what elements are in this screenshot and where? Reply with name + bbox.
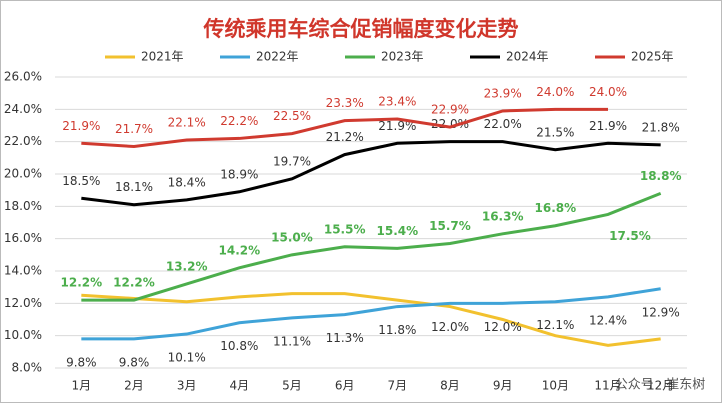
y-tick-label: 16.0% [4,231,42,245]
x-tick-label: 11月 [594,379,621,393]
x-tick-label: 6月 [335,379,355,393]
data-label: 22.1% [168,116,206,130]
data-label: 10.1% [168,351,206,365]
data-label: 16.3% [482,209,524,223]
x-tick-label: 7月 [388,379,408,393]
x-tick-label: 5月 [282,379,302,393]
y-tick-label: 22.0% [4,134,42,148]
series-line [81,140,661,207]
data-label: 23.4% [378,95,416,109]
y-tick-label: 24.0% [4,102,42,116]
data-label: 12.2% [113,276,155,290]
data-label: 21.2% [326,130,364,144]
data-label: 23.9% [484,86,522,100]
data-label: 15.7% [429,219,471,233]
data-label: 22.9% [431,103,469,117]
data-label: 15.5% [324,222,366,236]
legend-label: 2025年 [631,50,674,64]
data-label: 15.4% [377,224,419,238]
legend-label: 2024年 [506,50,549,64]
data-label: 16.8% [535,201,577,215]
data-label: 21.9% [62,119,100,133]
legend-label: 2021年 [141,50,184,64]
y-tick-label: 26.0% [4,70,42,84]
data-label: 24.0% [536,85,574,99]
x-tick-label: 4月 [230,379,250,393]
series-line [81,192,662,302]
data-label: 21.9% [378,119,416,133]
legend-label: 2022年 [256,50,299,64]
y-tick-label: 20.0% [4,167,42,181]
x-tick-label: 2月 [124,379,144,393]
data-label: 12.2% [61,276,103,290]
series-line [81,287,661,341]
series-line [81,292,661,347]
x-tick-label: 3月 [177,379,197,393]
data-label: 12.4% [589,313,627,327]
data-label: 18.5% [62,174,100,188]
data-label: 21.5% [536,125,574,139]
data-label: 22.2% [220,114,258,128]
data-label: 12.9% [642,305,680,319]
y-tick-label: 12.0% [4,296,42,310]
data-label: 22.5% [273,109,311,123]
data-label: 10.8% [220,339,258,353]
y-tick-label: 8.0% [12,361,43,375]
data-label: 12.1% [536,318,574,332]
legend-label: 2023年 [381,50,424,64]
data-label: 21.8% [642,120,680,134]
data-label: 23.3% [326,96,364,110]
y-tick-label: 10.0% [4,328,42,342]
y-tick-label: 18.0% [4,199,42,213]
data-label: 9.8% [119,355,150,369]
data-label: 18.8% [640,169,682,183]
data-label: 19.7% [273,154,311,168]
y-tick-label: 14.0% [4,264,42,278]
data-label: 21.7% [115,122,153,136]
data-label: 12.0% [484,320,522,334]
x-tick-label: 12月 [647,379,674,393]
data-label: 11.3% [326,331,364,345]
data-label: 18.4% [168,175,206,189]
data-label: 15.0% [271,230,313,244]
data-label: 11.8% [378,323,416,337]
data-label: 13.2% [166,259,208,273]
data-label: 22.0% [431,117,469,131]
x-tick-label: 8月 [440,379,460,393]
x-tick-label: 9月 [493,379,513,393]
chart-title: 传统乘用车综合促销幅度变化走势 [203,17,519,41]
data-label: 9.8% [66,355,97,369]
x-tick-label: 1月 [72,379,92,393]
data-label: 11.1% [273,334,311,348]
x-tick-label: 10月 [542,379,569,393]
data-label: 24.0% [589,85,627,99]
series-line [81,107,608,149]
data-label: 12.0% [431,320,469,334]
data-label: 22.0% [484,117,522,131]
data-label: 18.1% [115,180,153,194]
data-label: 21.9% [589,119,627,133]
data-label: 18.9% [220,167,258,181]
data-label: 17.5% [609,229,651,243]
data-label: 14.2% [219,243,261,257]
watermark: 公众号 · 崔东树 [615,377,705,393]
